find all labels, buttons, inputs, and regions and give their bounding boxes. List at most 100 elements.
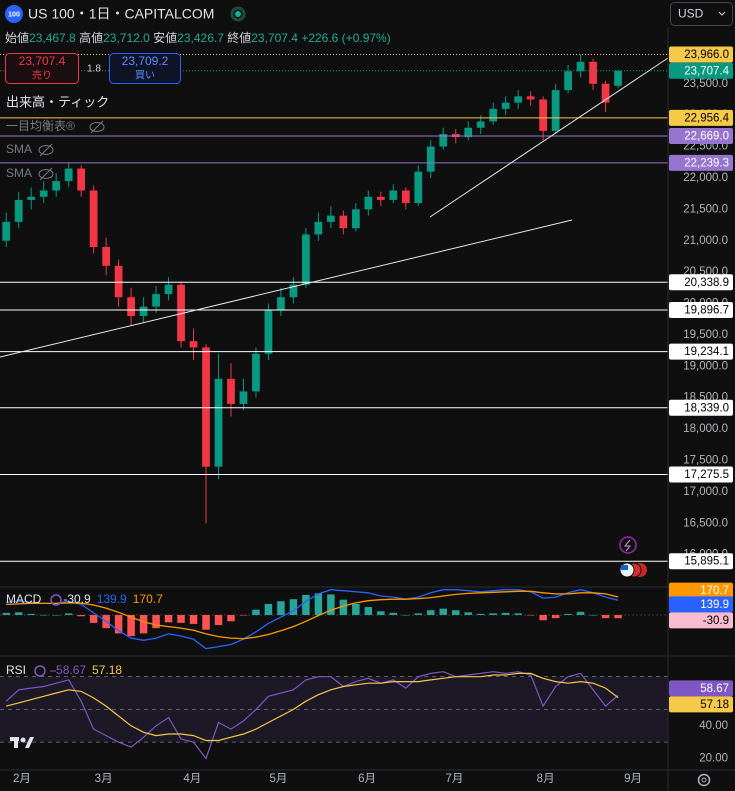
histogram-bar bbox=[189, 614, 198, 624]
histogram-bar bbox=[451, 610, 460, 615]
currency-dropdown[interactable] bbox=[670, 2, 733, 26]
histogram-bar bbox=[551, 614, 560, 619]
ohlc-value: 23,426.7 bbox=[177, 31, 224, 45]
rsi-line bbox=[5, 671, 619, 760]
event-icon-glyph bbox=[623, 539, 632, 552]
plot-area bbox=[0, 54, 668, 760]
price-label-box bbox=[669, 596, 733, 613]
indicator-label[interactable]: SMA bbox=[6, 166, 32, 180]
price-label: 22,239.3 bbox=[684, 157, 729, 169]
settings-button[interactable] bbox=[697, 773, 711, 787]
price-label: 15,895.1 bbox=[684, 556, 729, 568]
event-icon[interactable] bbox=[619, 536, 637, 554]
candle-body bbox=[401, 190, 410, 204]
histogram-bar bbox=[389, 612, 398, 615]
market-status[interactable] bbox=[230, 6, 246, 22]
price-label-box bbox=[669, 343, 733, 360]
histogram-bar bbox=[352, 603, 360, 615]
candle-body bbox=[551, 90, 560, 131]
price-label-box bbox=[669, 553, 733, 570]
rsi-band bbox=[0, 676, 668, 743]
macd-line bbox=[6, 589, 619, 650]
sell-button[interactable] bbox=[5, 53, 79, 84]
ohlc-label: 安値 bbox=[153, 30, 177, 45]
histogram-bar bbox=[327, 594, 335, 615]
indicator-name: RSI bbox=[6, 663, 26, 677]
symbol-badge-text: 100 bbox=[8, 11, 20, 18]
candle-body bbox=[189, 341, 198, 348]
histogram-bar bbox=[576, 611, 585, 615]
price-label-box bbox=[669, 109, 733, 126]
candle-body bbox=[52, 181, 61, 191]
spread: 1.8 bbox=[87, 64, 101, 75]
hidden-icon[interactable] bbox=[38, 167, 54, 181]
buy-label: 買い bbox=[135, 70, 155, 82]
histogram-bar bbox=[14, 612, 23, 615]
candle-body bbox=[77, 168, 86, 191]
price-label: 17,275.5 bbox=[684, 469, 729, 481]
histogram-bar bbox=[302, 594, 310, 615]
histogram-bar bbox=[64, 613, 73, 615]
candle-body bbox=[327, 215, 335, 222]
histogram-bar bbox=[514, 613, 522, 615]
candle-body bbox=[426, 146, 435, 172]
histogram-bar bbox=[476, 613, 485, 615]
price-label-box bbox=[669, 154, 733, 171]
candle-body bbox=[339, 215, 348, 229]
histogram-bar bbox=[252, 609, 260, 615]
candle-body bbox=[389, 190, 398, 200]
market-status-dot bbox=[235, 11, 241, 17]
candle-body bbox=[376, 196, 385, 200]
candle-body bbox=[202, 347, 210, 467]
legend-value: 139.9 bbox=[97, 592, 127, 606]
candle-body bbox=[39, 190, 48, 197]
candle-body bbox=[177, 284, 185, 342]
price-label-box bbox=[669, 466, 733, 483]
y-tick-label: 17,000.0 bbox=[683, 486, 728, 498]
indicator-label[interactable]: 一目均衡表® bbox=[6, 119, 75, 133]
candle-body bbox=[576, 61, 585, 72]
hidden-icon[interactable] bbox=[89, 120, 105, 134]
hidden-icon[interactable] bbox=[38, 143, 54, 157]
candle-body bbox=[264, 309, 273, 354]
candle-body bbox=[514, 96, 523, 103]
price-label: 23,966.0 bbox=[684, 49, 729, 61]
candle-body bbox=[302, 234, 310, 285]
histogram-bar bbox=[139, 614, 148, 634]
price-label: -30.9 bbox=[703, 615, 729, 627]
ohlc-label: 終値 bbox=[227, 30, 251, 45]
candle-body bbox=[64, 168, 73, 182]
histogram-bar bbox=[89, 614, 98, 623]
candle-body bbox=[252, 353, 260, 392]
symbol-title[interactable]: US 100・1日・CAPITALCOM bbox=[28, 6, 214, 22]
y-tick-label: 21,000.0 bbox=[683, 235, 728, 247]
trend-line[interactable] bbox=[429, 57, 669, 218]
rsi-line bbox=[6, 672, 619, 742]
candle-body bbox=[614, 70, 622, 86]
price-label-box bbox=[669, 46, 733, 63]
price-label-box bbox=[669, 399, 733, 416]
indicator-label[interactable]: 出来高・ティック bbox=[6, 94, 109, 109]
sell-label: 売り bbox=[32, 69, 52, 82]
histogram-bar bbox=[27, 613, 35, 615]
candle-body bbox=[127, 297, 135, 317]
buy-button[interactable] bbox=[109, 53, 181, 84]
histogram-bar bbox=[377, 611, 385, 615]
histogram-bar bbox=[402, 614, 410, 616]
x-tick-label: 2月 bbox=[13, 773, 31, 785]
histogram-bar bbox=[214, 614, 223, 625]
ohlc-value: 23,712.0 bbox=[103, 31, 150, 45]
candle-body bbox=[351, 209, 360, 229]
candle-body bbox=[414, 171, 423, 204]
tradingview-logo[interactable] bbox=[10, 737, 34, 748]
histogram-bar bbox=[439, 608, 447, 615]
price-label-box bbox=[669, 612, 733, 629]
candle-body bbox=[589, 61, 597, 84]
indicator-label[interactable]: SMA bbox=[6, 142, 32, 156]
x-tick-label: 4月 bbox=[183, 773, 201, 785]
trend-line[interactable] bbox=[0, 219, 573, 358]
price-label-box bbox=[669, 62, 733, 79]
symbol-badge[interactable] bbox=[5, 5, 23, 23]
